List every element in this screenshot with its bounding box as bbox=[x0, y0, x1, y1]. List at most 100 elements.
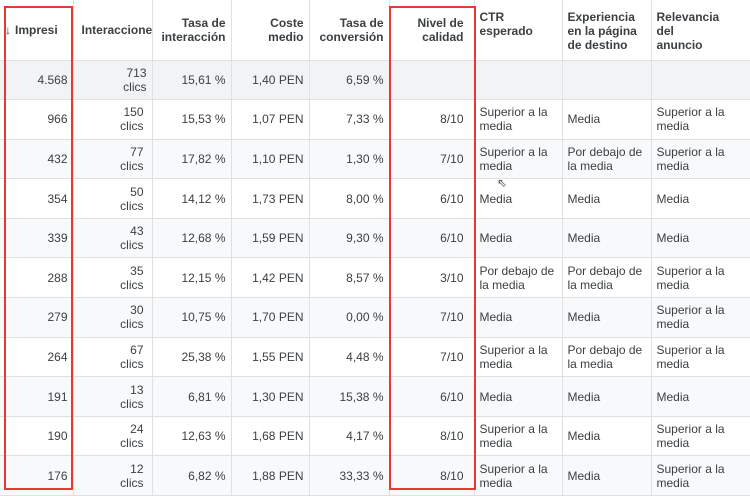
row-experiencia: Media bbox=[562, 416, 652, 457]
row-tasa-interaccion: 12,68 % bbox=[152, 218, 232, 259]
row-experiencia: Por debajo de la media bbox=[562, 337, 652, 378]
row-interacciones: 50 clics bbox=[73, 178, 153, 219]
row-experiencia: Media bbox=[562, 455, 652, 496]
row-coste-medio: 1,59 PEN bbox=[231, 218, 310, 259]
row-tasa-interaccion: 6,81 % bbox=[152, 376, 232, 417]
row-relevancia: Superior a la media bbox=[651, 416, 750, 457]
table-row[interactable]: 264 67 clics 25,38 % 1,55 PEN 4,48 % 7/10 Supe… bbox=[0, 337, 750, 378]
row-experiencia: Media bbox=[562, 376, 652, 417]
row-impresiones: 176 bbox=[0, 455, 74, 496]
total-coste-medio: 1,40 PEN bbox=[231, 60, 310, 101]
row-experiencia: Por debajo de la media bbox=[562, 139, 652, 180]
row-tasa-interaccion: 15,53 % bbox=[152, 99, 232, 140]
row-ctr: Superior a la media bbox=[474, 455, 563, 496]
table-row[interactable]: 339 43 clics 12,68 % 1,59 PEN 9,30 % 6/10 Medi… bbox=[0, 218, 750, 259]
row-coste-medio: 1,42 PEN bbox=[231, 257, 310, 299]
row-tasa-conversion: 4,48 % bbox=[309, 337, 390, 378]
column-header-impresiones[interactable]: ↓ Impresi bbox=[0, 0, 74, 61]
row-tasa-conversion: 7,33 % bbox=[309, 99, 390, 140]
row-relevancia: Media bbox=[651, 376, 750, 417]
table-row[interactable]: 966 150 clics 15,53 % 1,07 PEN 7,33 % 8/10 Sup… bbox=[0, 99, 750, 140]
row-experiencia: Media bbox=[562, 178, 652, 219]
row-relevancia: Superior a la media bbox=[651, 99, 750, 140]
column-header-tasa-interaccion[interactable]: Tasa de interacción bbox=[152, 0, 232, 61]
table-row[interactable]: 288 35 clics 12,15 % 1,42 PEN 8,57 % 3/10 Por … bbox=[0, 257, 750, 299]
row-interacciones: 67 clics bbox=[73, 337, 153, 378]
row-tasa-conversion: 15,38 % bbox=[309, 376, 390, 417]
total-interacciones: 713 clics bbox=[73, 60, 153, 101]
table-row[interactable]: 190 24 clics 12,63 % 1,68 PEN 4,17 % 8/10 Supe… bbox=[0, 416, 750, 457]
row-interacciones: 24 clics bbox=[73, 416, 153, 457]
row-impresiones: 190 bbox=[0, 416, 74, 457]
row-coste-medio: 1,68 PEN bbox=[231, 416, 310, 457]
column-header-relevancia[interactable]: Relevancia del anuncio bbox=[651, 0, 750, 61]
row-interacciones: 12 clics bbox=[73, 455, 153, 496]
total-impresiones: 4.568 bbox=[0, 60, 74, 101]
row-tasa-interaccion: 25,38 % bbox=[152, 337, 232, 378]
row-tasa-conversion: 0,00 % bbox=[309, 297, 390, 338]
total-tasa-interaccion: 15,61 % bbox=[152, 60, 232, 101]
column-header-experiencia[interactable]: Experiencia en la página de destino bbox=[562, 0, 652, 61]
row-ctr: Superior a la media bbox=[474, 139, 563, 180]
row-nivel-calidad: 6/10 bbox=[389, 218, 475, 259]
row-impresiones: 264 bbox=[0, 337, 74, 378]
arrow-down-icon: ↓ bbox=[5, 22, 11, 37]
row-impresiones: 279 bbox=[0, 297, 74, 338]
table-row[interactable]: 191 13 clics 6,81 % 1,30 PEN 15,38 % 6/10 Medi… bbox=[0, 376, 750, 417]
table-row[interactable]: 354 50 clics 14,12 % 1,73 PEN 8,00 % 6/10 Medi… bbox=[0, 178, 750, 219]
row-relevancia: Superior a la media bbox=[651, 257, 750, 299]
row-ctr: Por debajo de la media bbox=[474, 257, 563, 299]
header-row: ↓ Impresi Interacciones Tasa de interacci… bbox=[0, 0, 750, 61]
table-row[interactable]: 432 77 clics 17,82 % 1,10 PEN 1,30 % 7/10 Supe… bbox=[0, 139, 750, 180]
row-nivel-calidad: 7/10 bbox=[389, 337, 475, 378]
row-relevancia: Superior a la media bbox=[651, 455, 750, 496]
row-tasa-interaccion: 17,82 % bbox=[152, 139, 232, 180]
row-impresiones: 339 bbox=[0, 218, 74, 259]
row-ctr: Superior a la media bbox=[474, 416, 563, 457]
row-tasa-conversion: 33,33 % bbox=[309, 455, 390, 496]
row-tasa-interaccion: 12,63 % bbox=[152, 416, 232, 457]
row-experiencia: Media bbox=[562, 297, 652, 338]
total-experiencia bbox=[562, 60, 652, 101]
row-impresiones: 191 bbox=[0, 376, 74, 417]
row-nivel-calidad: 8/10 bbox=[389, 455, 475, 496]
row-ctr: Superior a la media bbox=[474, 337, 563, 378]
row-experiencia: Media bbox=[562, 99, 652, 140]
row-relevancia: Superior a la media bbox=[651, 139, 750, 180]
row-experiencia: Media bbox=[562, 218, 652, 259]
row-tasa-conversion: 8,00 % bbox=[309, 178, 390, 219]
row-impresiones: 966 bbox=[0, 99, 74, 140]
row-ctr: Media bbox=[474, 218, 563, 259]
column-header-nivel-calidad[interactable]: Nivel de calidad bbox=[389, 0, 475, 61]
row-coste-medio: 1,88 PEN bbox=[231, 455, 310, 496]
row-interacciones: 77 clics bbox=[73, 139, 153, 180]
row-tasa-conversion: 4,17 % bbox=[309, 416, 390, 457]
row-impresiones: 288 bbox=[0, 257, 74, 299]
row-ctr: Media bbox=[474, 178, 563, 219]
row-experiencia: Por debajo de la media bbox=[562, 257, 652, 299]
row-tasa-interaccion: 6,82 % bbox=[152, 455, 232, 496]
column-header-ctr[interactable]: CTR esperado bbox=[474, 0, 563, 61]
row-nivel-calidad: 8/10 bbox=[389, 416, 475, 457]
column-header-tasa-conversion[interactable]: Tasa de conversión bbox=[309, 0, 390, 61]
row-coste-medio: 1,07 PEN bbox=[231, 99, 310, 140]
total-nivel-calidad bbox=[389, 60, 475, 101]
table-row[interactable]: 176 12 clics 6,82 % 1,88 PEN 33,33 % 8/10 Supe… bbox=[0, 455, 750, 496]
row-coste-medio: 1,10 PEN bbox=[231, 139, 310, 180]
row-impresiones: 432 bbox=[0, 139, 74, 180]
row-coste-medio: 1,73 PEN bbox=[231, 178, 310, 219]
row-tasa-interaccion: 12,15 % bbox=[152, 257, 232, 299]
row-interacciones: 30 clics bbox=[73, 297, 153, 338]
column-header-interacciones[interactable]: Interacciones bbox=[73, 0, 153, 61]
row-ctr: Media bbox=[474, 297, 563, 338]
row-relevancia: Media bbox=[651, 218, 750, 259]
table-row[interactable]: 279 30 clics 10,75 % 1,70 PEN 0,00 % 7/10 Medi… bbox=[0, 297, 750, 338]
column-header-coste-medio[interactable]: Coste medio bbox=[231, 0, 310, 61]
row-nivel-calidad: 6/10 bbox=[389, 178, 475, 219]
total-relevancia bbox=[651, 60, 750, 101]
row-tasa-conversion: 1,30 % bbox=[309, 139, 390, 180]
row-relevancia: Media bbox=[651, 178, 750, 219]
row-relevancia: Superior a la media bbox=[651, 297, 750, 338]
mouse-cursor-icon: ⇖ bbox=[497, 176, 508, 190]
